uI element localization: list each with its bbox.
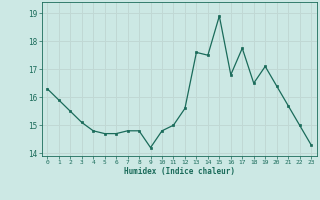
X-axis label: Humidex (Indice chaleur): Humidex (Indice chaleur) <box>124 167 235 176</box>
